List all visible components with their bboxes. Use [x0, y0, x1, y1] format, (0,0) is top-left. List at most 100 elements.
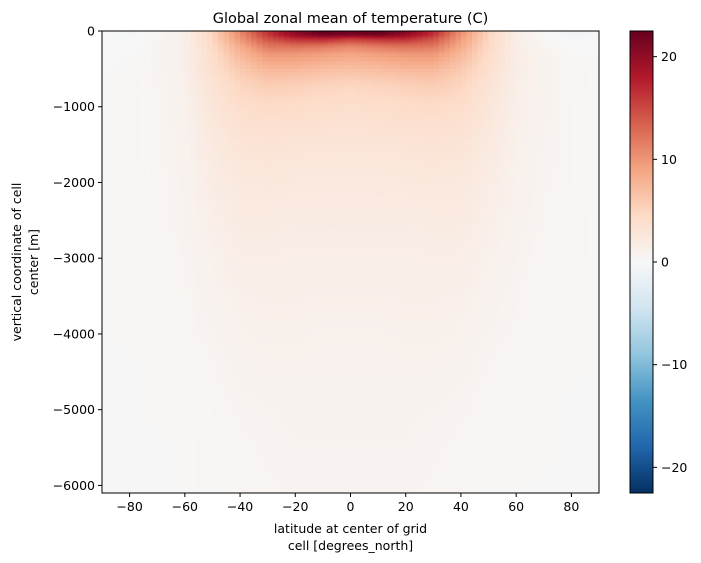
heatmap-cell — [146, 197, 153, 206]
heatmap-cell — [212, 99, 219, 104]
heatmap-cell — [510, 38, 517, 42]
heatmap-cell — [582, 212, 589, 221]
heatmap-cell — [549, 280, 556, 290]
heatmap-cell — [322, 80, 330, 85]
heatmap-cell — [455, 38, 462, 42]
heatmap-cell — [267, 212, 274, 221]
heatmap-cell — [416, 46, 423, 49]
heatmap-cell — [538, 49, 545, 53]
heatmap-cell — [350, 133, 357, 138]
heatmap-cell — [477, 129, 484, 134]
heatmap-cell — [554, 144, 561, 153]
heatmap-cell — [488, 40, 495, 43]
heatmap-cell — [378, 53, 385, 59]
heatmap-cell — [212, 265, 219, 274]
heatmap-cell — [549, 80, 556, 85]
heatmap-cell — [543, 114, 550, 119]
heatmap-cell — [124, 137, 131, 142]
heatmap-cell — [344, 182, 352, 191]
heatmap-cell — [471, 152, 479, 161]
heatmap-cell — [344, 167, 352, 176]
heatmap-cell — [135, 137, 142, 142]
heatmap-cell — [372, 91, 379, 96]
heatmap-cell — [190, 38, 197, 42]
heatmap-cell — [157, 144, 164, 153]
heatmap-cell — [422, 273, 429, 282]
heatmap-cell — [549, 42, 556, 45]
heatmap-cell — [339, 106, 346, 112]
heatmap-cell — [102, 227, 109, 237]
heatmap-cell — [140, 159, 147, 168]
heatmap-cell — [554, 265, 561, 274]
heatmap-cell — [444, 53, 451, 59]
heatmap-cell — [223, 84, 230, 89]
heatmap-cell — [289, 258, 296, 267]
heatmap-cell — [322, 137, 330, 142]
heatmap-cell — [538, 220, 545, 229]
heatmap-cell — [289, 95, 296, 100]
heatmap-cell — [251, 243, 258, 252]
heatmap-cell — [494, 140, 501, 146]
heatmap-cell — [411, 38, 418, 42]
heatmap-cell — [201, 91, 208, 96]
heatmap-cell — [400, 227, 407, 237]
heatmap-cell — [212, 129, 219, 134]
heatmap-cell — [306, 32, 313, 36]
heatmap-cell — [538, 212, 545, 221]
heatmap-cell — [124, 144, 131, 153]
heatmap-cell — [471, 84, 479, 89]
heatmap-cell — [543, 125, 550, 131]
heatmap-cell — [284, 212, 291, 221]
heatmap-cell — [344, 68, 352, 74]
heatmap-cell — [587, 84, 595, 89]
heatmap-cell — [162, 34, 169, 38]
heatmap-cell — [538, 121, 545, 127]
heatmap-cell — [240, 121, 247, 127]
heatmap-cell — [212, 68, 219, 74]
heatmap-cell — [405, 87, 412, 93]
heatmap-cell — [300, 110, 307, 115]
heatmap-cell — [477, 235, 484, 244]
heatmap-cell — [549, 31, 556, 34]
heatmap-cell — [129, 76, 136, 81]
heatmap-cell — [240, 250, 247, 259]
heatmap-cell — [460, 76, 468, 81]
heatmap-cell — [411, 243, 418, 252]
heatmap-cell — [571, 99, 578, 104]
heatmap-cell — [587, 38, 595, 42]
heatmap-cell — [113, 250, 120, 259]
heatmap-cell — [499, 212, 506, 221]
heatmap-cell — [433, 273, 440, 282]
heatmap-cell — [339, 174, 346, 184]
heatmap-cell — [505, 273, 512, 282]
heatmap-cell — [179, 102, 186, 108]
heatmap-cell — [245, 114, 252, 119]
heatmap-cell — [278, 137, 285, 142]
heatmap-cell — [223, 265, 230, 274]
heatmap-cell — [256, 243, 263, 252]
heatmap-cell — [350, 91, 357, 96]
heatmap-cell — [256, 167, 263, 176]
heatmap-cell — [466, 118, 473, 123]
heatmap-cell — [460, 51, 468, 55]
heatmap-cell — [317, 167, 324, 176]
heatmap-cell — [107, 80, 114, 85]
heatmap-cell — [449, 114, 457, 119]
heatmap-cell — [328, 197, 335, 206]
heatmap-cell — [543, 49, 550, 53]
heatmap-cell — [212, 49, 219, 53]
heatmap-cell — [466, 235, 473, 244]
heatmap-cell — [466, 68, 473, 74]
heatmap-cell — [245, 205, 252, 214]
heatmap-cell — [273, 220, 280, 229]
heatmap-cell — [378, 190, 385, 199]
heatmap-cell — [394, 114, 401, 119]
heatmap-cell — [135, 190, 142, 199]
heatmap-cell — [300, 87, 307, 93]
heatmap-cell — [344, 72, 352, 78]
heatmap-cell — [289, 48, 296, 51]
heatmap-cell — [251, 258, 258, 267]
heatmap-cell — [422, 48, 429, 51]
heatmap-cell — [113, 137, 120, 142]
heatmap-cell — [339, 46, 346, 49]
